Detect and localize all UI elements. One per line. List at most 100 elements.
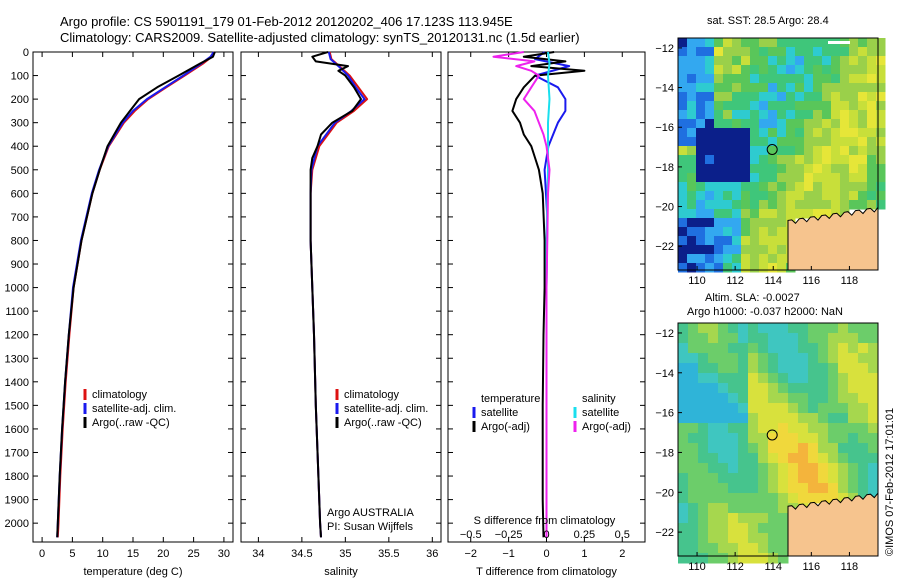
map-cell [714, 128, 724, 138]
map-cell [768, 191, 778, 201]
map-cell [795, 101, 805, 111]
map-cell [714, 191, 724, 201]
map-cell [750, 263, 760, 273]
map-cell [798, 483, 809, 494]
map-cell [838, 383, 849, 394]
map-cell [748, 323, 759, 334]
map-cell [822, 101, 832, 111]
map-cell [768, 227, 778, 237]
x-axis-label: temperature (deg C) [83, 566, 182, 578]
map-cell [696, 182, 706, 192]
map-cell [688, 523, 699, 534]
map-cell [858, 473, 869, 484]
map-cell [759, 65, 769, 75]
map-cell [741, 155, 751, 165]
map-cell [831, 137, 841, 147]
map-y-tick-label: −16 [655, 408, 674, 420]
map-cell [705, 119, 715, 129]
map-cell [786, 119, 796, 129]
map-cell [678, 553, 689, 564]
map-cell [687, 47, 697, 57]
x-axis-label: T difference from climatology [476, 566, 617, 578]
map-cell [750, 218, 760, 228]
map-cell [795, 155, 805, 165]
legend-label: Argo(..raw -QC) [92, 417, 170, 429]
map-cell [688, 473, 699, 484]
map-cell [678, 200, 688, 210]
map-cell [678, 413, 689, 424]
map-cell [723, 164, 733, 174]
map-cell [714, 74, 724, 84]
map-cell [728, 323, 739, 334]
map-cell [678, 473, 689, 484]
map-cell [798, 443, 809, 454]
map-cell [849, 56, 859, 66]
map-cell [723, 245, 733, 255]
map-cell [849, 137, 859, 147]
map-cell [808, 463, 819, 474]
map-cell [818, 393, 829, 404]
map-cell [748, 553, 759, 564]
legend-label: climatology [92, 389, 148, 401]
map-cell [831, 74, 841, 84]
map-cell [678, 333, 689, 344]
map-cell [723, 74, 733, 84]
map-cell [718, 373, 729, 384]
map-cell [718, 553, 729, 564]
map-cell [858, 146, 868, 156]
map-cell [714, 92, 724, 102]
map-cell [876, 101, 886, 111]
map-cell [741, 38, 751, 48]
map-cell [728, 423, 739, 434]
x2-tick-label: −0.5 [460, 529, 482, 541]
map-cell [759, 263, 769, 273]
y-tick-label: 700 [11, 212, 29, 224]
map-cell [732, 209, 742, 219]
map-cell [778, 383, 789, 394]
map-cell [768, 236, 778, 246]
map-cell [750, 236, 760, 246]
map-y-tick-label: −22 [655, 527, 674, 539]
map-cell [708, 513, 719, 524]
map-cell [813, 182, 823, 192]
map-cell [759, 92, 769, 102]
map-cell [732, 182, 742, 192]
map-cell [723, 173, 733, 183]
map-cell [696, 263, 706, 273]
map-cell [868, 473, 879, 484]
map-cell [867, 164, 877, 174]
y-tick-label: 0 [23, 47, 29, 59]
map-cell [778, 323, 789, 334]
map-cell [868, 363, 879, 374]
map-scale-bar [828, 41, 850, 44]
map-cell [818, 403, 829, 414]
map-cell [738, 483, 749, 494]
map-cell [876, 155, 886, 165]
map-cell [808, 363, 819, 374]
map-cell [738, 363, 749, 374]
map-cell [748, 423, 759, 434]
map-cell [723, 155, 733, 165]
y-tick-label: 1800 [5, 471, 29, 483]
map-cell [748, 473, 759, 484]
map-cell [718, 423, 729, 434]
map-cell [688, 543, 699, 554]
map-cell [868, 443, 879, 454]
map-cell [696, 227, 706, 237]
map-cell [858, 403, 869, 414]
map-cell [696, 245, 706, 255]
map-cell [732, 65, 742, 75]
map-cell [818, 413, 829, 424]
map-cell [678, 254, 688, 264]
map-cell [714, 182, 724, 192]
map-cell [778, 333, 789, 344]
map-cell [867, 101, 877, 111]
map-cell [732, 56, 742, 66]
map-cell [705, 227, 715, 237]
map-cell [759, 200, 769, 210]
legend-header-temperature: temperature [481, 393, 540, 405]
map-cell [732, 101, 742, 111]
map-cell [768, 155, 778, 165]
map-cell [738, 453, 749, 464]
map-cell [778, 503, 789, 514]
